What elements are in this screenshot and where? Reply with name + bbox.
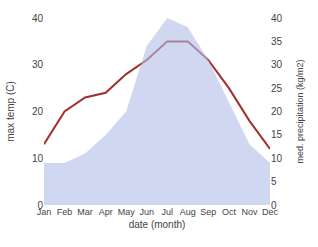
svg-text:Nov: Nov xyxy=(241,207,258,217)
svg-text:35: 35 xyxy=(271,36,283,47)
svg-text:Feb: Feb xyxy=(57,207,73,217)
svg-text:20: 20 xyxy=(271,106,283,117)
svg-text:max temp (C): max temp (C) xyxy=(5,81,16,142)
svg-text:20: 20 xyxy=(32,106,44,117)
svg-text:10: 10 xyxy=(32,153,44,164)
svg-text:5: 5 xyxy=(271,176,277,187)
svg-text:40: 40 xyxy=(32,13,44,24)
svg-text:30: 30 xyxy=(32,59,44,70)
svg-text:Jul: Jul xyxy=(162,207,174,217)
svg-text:med. precipitation (kg/m2): med. precipitation (kg/m2) xyxy=(295,59,305,163)
svg-text:0: 0 xyxy=(271,200,277,211)
svg-text:Oct: Oct xyxy=(222,207,237,217)
svg-text:May: May xyxy=(118,207,136,217)
svg-text:Aug: Aug xyxy=(180,207,196,217)
svg-text:15: 15 xyxy=(271,129,283,140)
svg-text:Apr: Apr xyxy=(99,207,113,217)
svg-text:date (month): date (month) xyxy=(129,219,186,230)
svg-text:Sep: Sep xyxy=(200,207,216,217)
svg-text:30: 30 xyxy=(271,59,283,70)
svg-text:10: 10 xyxy=(271,153,283,164)
svg-text:Dec: Dec xyxy=(262,207,279,217)
svg-text:25: 25 xyxy=(271,83,283,94)
svg-text:Jan: Jan xyxy=(37,207,52,217)
svg-text:Mar: Mar xyxy=(77,207,93,217)
svg-text:Jun: Jun xyxy=(139,207,154,217)
svg-text:40: 40 xyxy=(271,13,283,24)
svg-text:0: 0 xyxy=(37,200,43,211)
